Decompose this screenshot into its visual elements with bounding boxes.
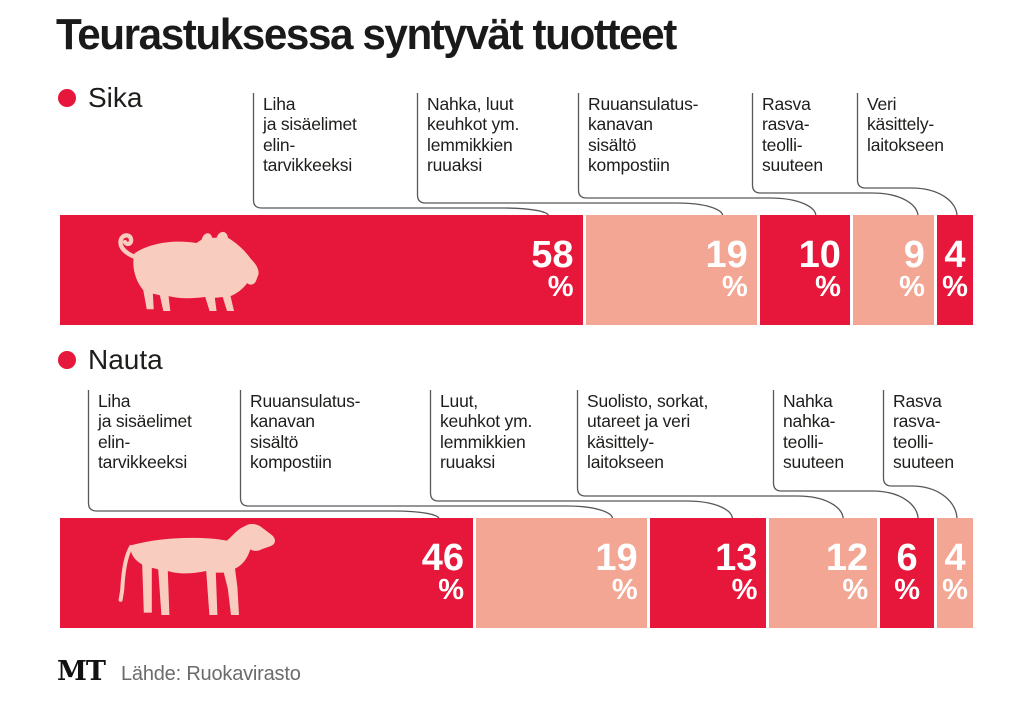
legend-label: Nauta: [88, 344, 163, 375]
legend-nauta: Nauta: [58, 346, 163, 374]
segment-label: Nahka, luut keuhkot ym. lemmikkien ruuak…: [427, 94, 520, 175]
segment-label: Ruuansulatus- kanavan sisältö kompostiin: [250, 391, 361, 472]
value-text: 58: [531, 234, 574, 276]
percent-sign: %: [942, 271, 968, 303]
bar-segment: 4%: [936, 215, 973, 325]
value-text: 13: [715, 537, 758, 579]
value-text: 6: [896, 537, 918, 579]
percent-sign: %: [438, 574, 465, 606]
percent-sign: %: [815, 271, 841, 303]
bar-nauta: 46% 19% 13% 12% 6% 4%: [60, 518, 973, 628]
legend-dot-icon: [58, 89, 76, 107]
percent-sign: %: [842, 574, 869, 606]
value-text: 19: [705, 234, 748, 276]
percent-sign: %: [731, 574, 758, 606]
bar-segment: 10%: [759, 215, 850, 325]
legend-dot-icon: [58, 351, 76, 369]
bar-segment: 58%: [60, 215, 583, 325]
legend-sika: Sika: [58, 84, 142, 112]
segment-label: Liha ja sisäelimet elin- tarvikkeeksi: [98, 391, 192, 472]
percent-sign: %: [721, 271, 748, 303]
segment-value: 13%: [715, 537, 758, 606]
percent-sign: %: [899, 271, 925, 303]
percent-sign: %: [894, 574, 921, 606]
page-title: Teurastuksessa syntyvät tuotteet: [56, 10, 677, 59]
bar-segment: 46%: [60, 518, 474, 628]
value-text: 4: [944, 537, 966, 579]
segment-label: Nahka nahka- teolli- suuteen: [783, 391, 844, 472]
segment-value: 46%: [421, 537, 465, 606]
segment-value: 4%: [937, 537, 973, 606]
value-text: 10: [798, 234, 841, 276]
bar-segment: 19%: [585, 215, 757, 325]
publisher-logo: MT: [57, 656, 106, 687]
percent-sign: %: [942, 574, 968, 606]
bar-segment: 19%: [476, 518, 647, 628]
percent-sign: %: [611, 574, 638, 606]
bar-segment: 9%: [852, 215, 934, 325]
segment-label: Suolisto, sorkat, utareet ja veri käsitt…: [587, 391, 709, 472]
value-text: 12: [825, 537, 869, 579]
percent-sign: %: [547, 271, 574, 303]
bar-segment: 12%: [769, 518, 878, 628]
bar-segment: 4%: [937, 518, 973, 628]
segment-value: 12%: [825, 537, 869, 606]
segment-label: Rasva rasva- teolli- suuteen: [893, 391, 954, 472]
value-text: 46: [421, 537, 465, 579]
segment-value: 10%: [798, 234, 841, 303]
value-text: 4: [944, 234, 966, 276]
segment-value: 19%: [595, 537, 638, 606]
bar-segment: 6%: [880, 518, 935, 628]
segment-label: Ruuansulatus- kanavan sisältö kompostiin: [588, 94, 699, 175]
segment-label: Rasva rasva- teolli- suuteen: [762, 94, 823, 175]
segment-label: Veri käsittely- laitokseen: [867, 94, 944, 155]
segment-value: 9%: [899, 234, 925, 303]
segment-value: 6%: [880, 537, 934, 606]
segment-value: 4%: [937, 234, 973, 303]
segment-value: 58%: [531, 234, 574, 303]
bar-segment: 13%: [649, 518, 767, 628]
segment-value: 19%: [705, 234, 748, 303]
value-text: 19: [595, 537, 638, 579]
bar-sika: 58% 19% 10% 9% 4%: [60, 215, 973, 325]
footer: MT Lähde: Ruokavirasto: [57, 656, 301, 687]
value-text: 9: [903, 234, 925, 276]
source-text: Lähde: Ruokavirasto: [120, 663, 301, 685]
segment-label: Luut, keuhkot ym. lemmikkien ruuaksi: [440, 391, 533, 472]
legend-label: Sika: [88, 82, 143, 113]
segment-label: Liha ja sisäelimet elin- tarvikkeeksi: [263, 94, 357, 175]
